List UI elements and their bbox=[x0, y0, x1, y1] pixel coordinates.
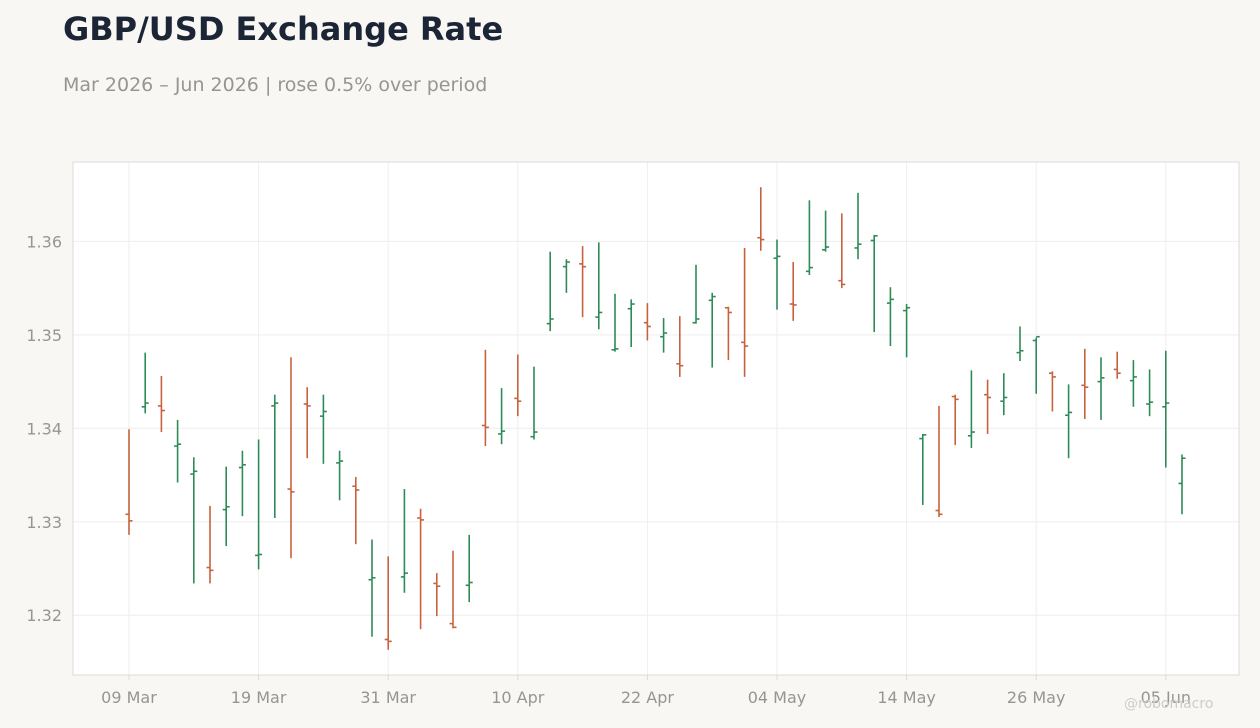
ohlc-bar bbox=[757, 187, 765, 251]
ohlc-bar bbox=[433, 573, 441, 617]
ohlc-bar bbox=[805, 200, 813, 276]
x-tick-label: 04 May bbox=[748, 688, 807, 707]
x-tick-label: 09 Mar bbox=[101, 688, 157, 707]
ohlc-bar bbox=[514, 354, 522, 417]
ohlc-bar bbox=[255, 439, 263, 570]
y-tick-label: 1.35 bbox=[26, 326, 62, 345]
ohlc-bar bbox=[870, 234, 878, 333]
ohlc-series bbox=[125, 187, 1186, 650]
x-tick-label: 10 Apr bbox=[491, 688, 545, 707]
ohlc-bar bbox=[627, 299, 635, 348]
ohlc-bar bbox=[773, 239, 781, 310]
ohlc-bar bbox=[1081, 348, 1089, 419]
ohlc-bar bbox=[530, 366, 538, 440]
ohlc-bar bbox=[498, 388, 506, 445]
x-tick-label: 05 Jun bbox=[1141, 688, 1191, 707]
ohlc-bar bbox=[903, 304, 911, 358]
y-axis: 1.32 1.33 1.34 1.35 1.36 bbox=[26, 232, 62, 625]
ohlc-bar bbox=[595, 242, 603, 330]
x-axis: 09 Mar 19 Mar 31 Mar 10 Apr 22 Apr 04 May 14 M… bbox=[101, 675, 1191, 707]
ohlc-bar bbox=[384, 556, 392, 650]
ohlc-bar bbox=[125, 429, 133, 535]
ohlc-bar bbox=[287, 357, 295, 559]
chart-title: GBP/USD Exchange Rate bbox=[63, 10, 504, 48]
ohlc-bar bbox=[206, 505, 214, 584]
ohlc-bar bbox=[1162, 350, 1170, 468]
y-tick-label: 1.32 bbox=[26, 606, 62, 625]
ohlc-bar bbox=[579, 246, 587, 318]
ohlc-bar bbox=[789, 261, 797, 321]
ohlc-bar bbox=[238, 450, 246, 517]
x-tick-label: 22 Apr bbox=[621, 688, 675, 707]
ohlc-bar bbox=[141, 352, 149, 414]
ohlc-bar bbox=[741, 247, 749, 377]
ohlc-bar bbox=[174, 419, 182, 483]
ohlc-bar bbox=[562, 259, 570, 293]
ohlc-bar bbox=[1048, 371, 1056, 412]
ohlc-bar bbox=[1032, 335, 1040, 394]
y-tick-label: 1.34 bbox=[26, 419, 62, 438]
ohlc-bar bbox=[481, 349, 489, 447]
ohlc-bar bbox=[190, 457, 198, 584]
ohlc-bar bbox=[676, 316, 684, 377]
plot-frame bbox=[72, 161, 1240, 676]
y-tick-label: 1.36 bbox=[26, 232, 62, 251]
ohlc-bar bbox=[967, 370, 975, 448]
ohlc-bar bbox=[1129, 360, 1137, 407]
ohlc-bar bbox=[222, 466, 230, 547]
ohlc-bar bbox=[1113, 351, 1121, 379]
ohlc-bar bbox=[1000, 373, 1008, 416]
ohlc-bar bbox=[919, 433, 927, 505]
plot-area bbox=[73, 162, 1239, 675]
ohlc-bar bbox=[708, 292, 716, 368]
ohlc-bar bbox=[319, 394, 327, 464]
ohlc-bar bbox=[984, 379, 992, 434]
chart-subtitle: Mar 2026 – Jun 2026 | rose 0.5% over per… bbox=[63, 74, 488, 96]
ohlc-bar bbox=[724, 306, 732, 361]
ohlc-bar bbox=[854, 192, 862, 260]
ohlc-bar bbox=[352, 476, 360, 545]
x-tick-label: 26 May bbox=[1007, 688, 1066, 707]
ohlc-bar bbox=[935, 405, 943, 518]
ohlc-bar bbox=[838, 213, 846, 289]
ohlc-bar bbox=[822, 210, 830, 252]
ohlc-bar bbox=[417, 508, 425, 630]
ohlc-bar bbox=[1065, 384, 1073, 459]
ohlc-bar bbox=[692, 264, 700, 324]
ohlc-bar bbox=[449, 550, 457, 629]
ohlc-bar bbox=[400, 489, 408, 593]
ohlc-bar bbox=[1178, 454, 1186, 515]
watermark: @robomacro bbox=[1124, 696, 1214, 712]
ohlc-bar bbox=[1097, 357, 1105, 420]
ohlc-bar bbox=[643, 303, 651, 341]
x-tick-label: 31 Mar bbox=[360, 688, 416, 707]
ohlc-bar bbox=[465, 534, 473, 603]
ohlc-bar bbox=[546, 251, 554, 332]
ohlc-bar bbox=[886, 287, 894, 347]
ohlc-bar bbox=[336, 450, 344, 501]
ohlc-bar bbox=[1016, 326, 1024, 362]
ohlc-bar bbox=[368, 539, 376, 637]
ohlc-bar bbox=[1146, 369, 1154, 417]
ohlc-bar bbox=[157, 375, 165, 433]
ohlc-bar bbox=[271, 394, 279, 519]
ohlc-bar bbox=[660, 318, 668, 353]
ohlc-bar bbox=[611, 293, 619, 352]
y-tick-label: 1.33 bbox=[26, 513, 62, 532]
x-tick-label: 14 May bbox=[877, 688, 936, 707]
x-tick-label: 19 Mar bbox=[231, 688, 287, 707]
ohlc-bar bbox=[951, 394, 959, 446]
ohlc-bar bbox=[303, 387, 311, 459]
